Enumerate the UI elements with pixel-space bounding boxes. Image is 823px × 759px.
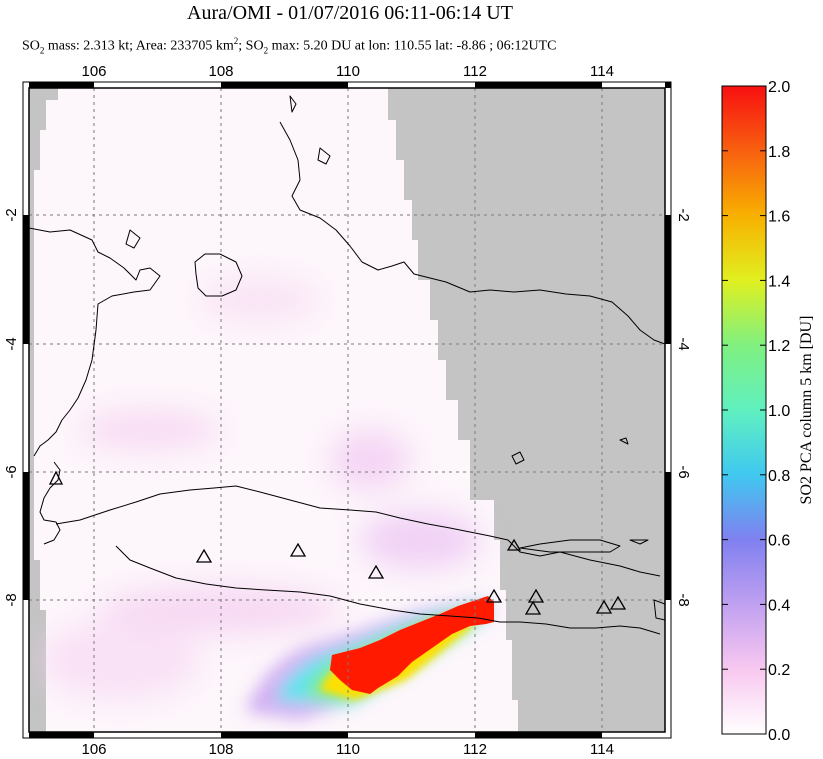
colorbar-ticks: 2.0 1.8 1.6 1.4 1.2 1.0 0.8 0.6 0.4 0.2 0.0 [722, 79, 790, 744]
colorbar-tick-label: 1.2 [768, 338, 790, 355]
map-title: Aura/OMI - 01/07/2016 06:11-06:14 UT [187, 2, 513, 24]
colorbar-tick-label: 0.0 [768, 727, 790, 744]
colorbar-tick-label: 0.2 [768, 662, 790, 679]
lon-label: 108 [208, 741, 233, 758]
lon-label: 114 [590, 741, 614, 758]
coastlines [29, 95, 665, 635]
colorbar [721, 85, 767, 735]
volcano-marker [506, 538, 522, 551]
coast-java-south [115, 545, 661, 635]
volcano-marker [289, 542, 307, 557]
lon-label: 110 [336, 741, 360, 758]
outer-frame [22, 81, 672, 739]
volcano-marker [367, 564, 385, 579]
colorbar-tick-label: 0.8 [768, 468, 790, 485]
no-data-right [388, 88, 665, 732]
coast-java-north [55, 485, 661, 577]
lon-label: 106 [81, 741, 106, 758]
lat-labels-right: -2 -4 -6 -8 [675, 208, 692, 606]
volcano-marker [48, 470, 64, 485]
coast-belitung [194, 253, 243, 297]
lat-label: -8 [3, 593, 20, 606]
lon-label: 106 [81, 63, 106, 80]
colorbar-tick-label: 1.4 [768, 273, 790, 290]
volcano-marker [195, 548, 213, 563]
frame-ticks [23, 82, 671, 738]
lon-label: 108 [208, 63, 233, 80]
lat-label: -6 [675, 465, 692, 478]
coast-borneo [279, 121, 665, 345]
lat-label: -4 [675, 337, 692, 350]
lon-labels-bottom: 106 108 110 112 114 [81, 741, 613, 758]
lat-label: -6 [3, 465, 20, 478]
colorbar-label: SO2 PCA column 5 km [DU] [798, 316, 815, 505]
colorbar-tick-label: 1.0 [768, 403, 790, 420]
lon-label: 112 [463, 741, 487, 758]
colorbar-tick-label: 0.4 [768, 597, 790, 614]
subtitle-max-pre: ; SO [238, 38, 264, 54]
volcano-markers [48, 470, 627, 615]
so2-haze [40, 275, 480, 700]
subtitle-max-post: max: 5.20 DU at lon: 110.55 lat: -8.86 ;… [268, 38, 557, 54]
volcano-marker [527, 588, 545, 603]
subtitle-sub-2a: 2 [39, 45, 45, 56]
lon-label: 112 [463, 63, 487, 80]
lon-label: 114 [590, 63, 614, 80]
colorbar-tick-label: 1.6 [768, 209, 790, 226]
lat-labels-left: -2 -4 -6 -8 [3, 208, 20, 606]
lon-label: 110 [336, 63, 360, 80]
colorbar-tick-label: 1.8 [768, 144, 790, 161]
no-data-left [29, 88, 58, 732]
lon-labels-top: 106 108 110 112 114 [81, 63, 613, 80]
subtitle-sub-2b: 2 [263, 45, 269, 56]
lat-label: -2 [675, 208, 692, 221]
coast-sumatra [29, 227, 161, 457]
plume-core [330, 596, 494, 694]
subtitle-area-sup: 2 [233, 36, 239, 46]
volcano-marker [595, 599, 613, 614]
volcano-marker [524, 600, 542, 615]
so2-plume [245, 596, 495, 720]
map-subtitle: SO2 mass: 2.313 kt; Area: 233705 km2; SO… [22, 36, 712, 55]
lat-label: -8 [675, 593, 692, 606]
coast-madura [519, 539, 621, 553]
colorbar-tick-label: 0.6 [768, 533, 790, 550]
volcano-marker [485, 588, 503, 603]
coast-bali [653, 599, 665, 621]
lat-label: -2 [3, 208, 20, 221]
gridlines [29, 88, 665, 732]
lat-label: -4 [3, 337, 20, 350]
colorbar-tick-label: 2.0 [768, 79, 790, 96]
subtitle-mass-post: mass: 2.313 kt; Area: 233705 km [44, 38, 234, 54]
volcano-marker [609, 595, 627, 610]
subtitle-mass-pre: SO [22, 38, 40, 54]
